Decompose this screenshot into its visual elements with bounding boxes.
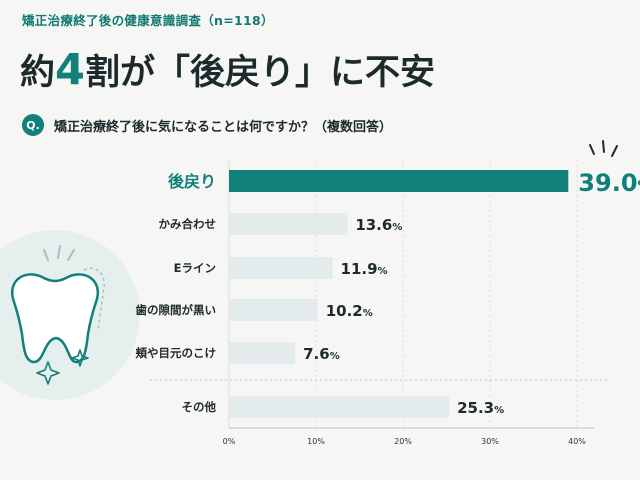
headline-number: 4 — [55, 45, 85, 95]
x-tick-label: 10% — [307, 437, 325, 446]
value-label: 25.3% — [457, 399, 504, 417]
category-label: 頬や目元のこけ — [135, 346, 217, 360]
sparkle-icon — [71, 349, 89, 367]
x-tick-label: 0% — [223, 437, 236, 446]
category-label: 歯の隙間が黒い — [136, 303, 217, 317]
bar — [229, 299, 318, 321]
bar — [229, 170, 569, 192]
survey-title: 矯正治療終了後の健康意識調査（n=118） — [22, 13, 274, 28]
category-label: かみ合わせ — [159, 217, 217, 231]
headline-prefix: 約 — [20, 53, 56, 93]
bar — [229, 396, 450, 418]
value-label: 39.0% — [578, 169, 640, 197]
emphasis-marks — [589, 140, 618, 157]
headline: 約4割が「後戻り」に不安 — [20, 48, 435, 95]
bar — [229, 257, 333, 279]
tooth-icon — [11, 273, 99, 364]
value-label: 11.9% — [341, 260, 388, 278]
headline-suffix: 割が「後戻り」に不安 — [84, 53, 435, 93]
x-tick-label: 40% — [568, 437, 586, 446]
question-row: Q. 矯正治療終了後に気になることは何ですか？（複数回答） — [22, 114, 392, 136]
x-tick-label: 30% — [481, 437, 499, 446]
bars — [229, 170, 569, 418]
x-tick-label: 20% — [394, 437, 412, 446]
bar — [229, 342, 296, 364]
shine-lines — [43, 245, 75, 261]
value-label: 7.6% — [303, 345, 340, 363]
bar — [229, 213, 348, 235]
category-label: Eライン — [174, 261, 216, 275]
x-axis-ticks: 0% 10% 20% 30% 40% — [223, 437, 587, 446]
category-label: その他 — [182, 400, 217, 414]
question-text: 矯正治療終了後に気になることは何ですか？（複数回答） — [54, 119, 393, 135]
tooth-illustration — [0, 230, 140, 400]
value-label: 10.2% — [326, 302, 373, 320]
value-label: 13.6% — [355, 216, 402, 234]
grid-lines — [228, 160, 595, 429]
value-labels: 39.0% 13.6% 11.9% 10.2% 7.6% 25.3% — [303, 169, 640, 417]
category-label: 後戻り — [168, 172, 216, 191]
question-badge: Q. — [22, 114, 44, 136]
sparkle-icon — [36, 361, 60, 385]
